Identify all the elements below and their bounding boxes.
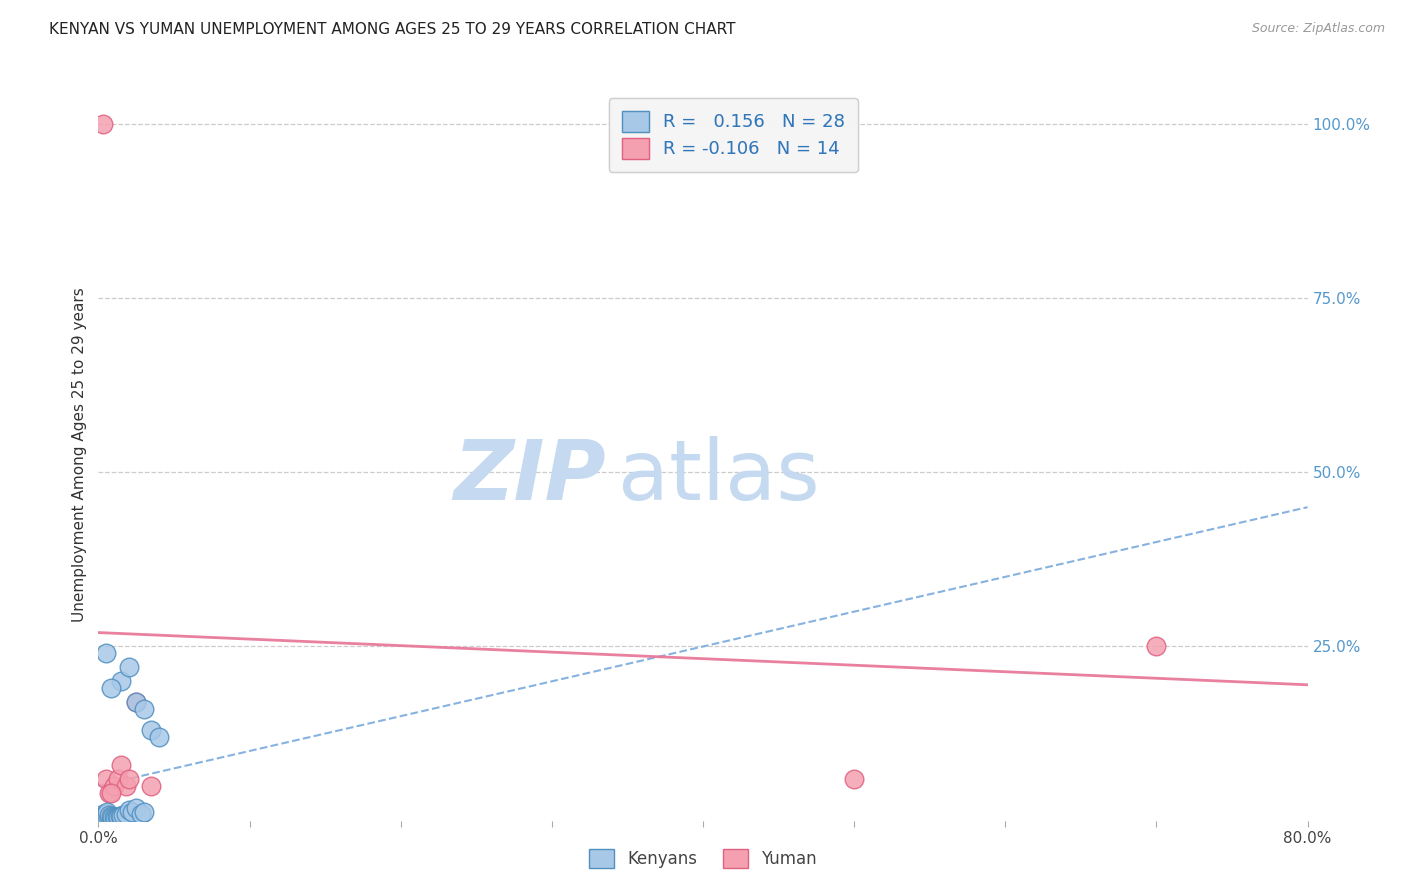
Point <box>141 779 163 793</box>
Point <box>100 809 122 823</box>
Point <box>107 810 129 824</box>
Point <box>91 117 114 131</box>
Point <box>105 810 128 824</box>
Text: atlas: atlas <box>619 436 820 517</box>
Text: Source: ZipAtlas.com: Source: ZipAtlas.com <box>1251 22 1385 36</box>
Point <box>125 695 148 709</box>
Point <box>121 805 143 820</box>
Point <box>114 806 136 821</box>
Point <box>103 810 125 824</box>
Point <box>125 695 148 709</box>
Point <box>96 805 118 820</box>
Point <box>107 772 129 786</box>
Point <box>118 803 141 817</box>
Point <box>110 809 132 823</box>
Point <box>118 772 141 786</box>
Point <box>118 660 141 674</box>
Point <box>132 805 155 820</box>
Point <box>108 809 131 823</box>
Y-axis label: Unemployment Among Ages 25 to 29 years: Unemployment Among Ages 25 to 29 years <box>72 287 87 623</box>
Text: KENYAN VS YUMAN UNEMPLOYMENT AMONG AGES 25 TO 29 YEARS CORRELATION CHART: KENYAN VS YUMAN UNEMPLOYMENT AMONG AGES … <box>49 22 735 37</box>
Point <box>110 674 132 689</box>
Point <box>141 723 163 737</box>
Point <box>94 772 117 786</box>
Point <box>98 786 121 800</box>
Point <box>104 811 127 825</box>
Point <box>148 730 170 744</box>
Point <box>110 758 132 772</box>
Point <box>94 647 117 661</box>
Point <box>94 806 117 821</box>
Legend: Kenyans, Yuman: Kenyans, Yuman <box>582 842 824 875</box>
Text: ZIP: ZIP <box>454 436 606 517</box>
Point <box>132 702 155 716</box>
Point <box>103 779 125 793</box>
Legend: R =   0.156   N = 28, R = -0.106   N = 14: R = 0.156 N = 28, R = -0.106 N = 14 <box>609 98 858 171</box>
Point <box>114 779 136 793</box>
Point <box>129 806 152 821</box>
Point <box>1144 640 1167 654</box>
Point <box>100 786 122 800</box>
Point <box>101 810 124 824</box>
Point <box>111 808 134 822</box>
Point <box>93 808 115 822</box>
Point <box>94 806 117 821</box>
Point <box>844 772 866 786</box>
Point <box>125 801 148 815</box>
Point <box>98 808 121 822</box>
Point <box>100 681 122 696</box>
Point <box>91 806 114 821</box>
